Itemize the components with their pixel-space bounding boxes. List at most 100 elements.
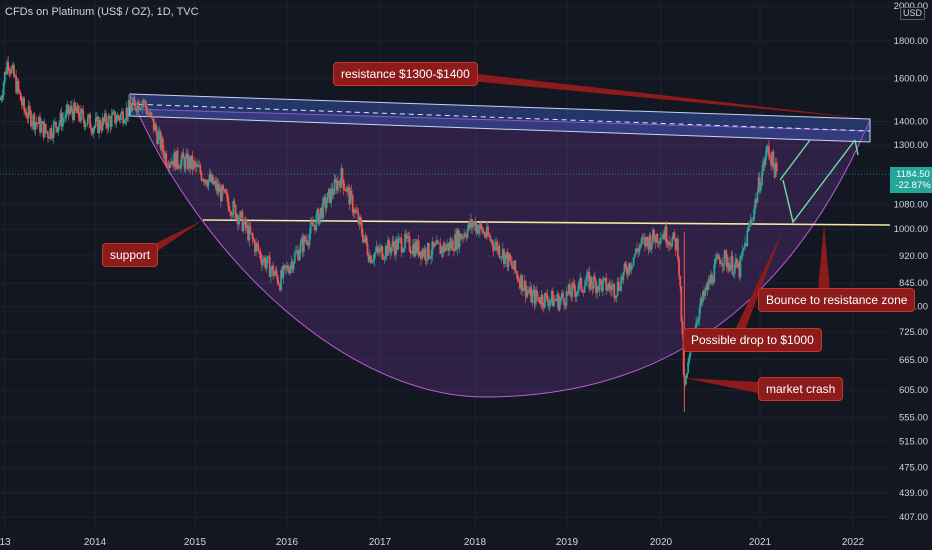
candle-body bbox=[547, 300, 550, 307]
candle-body bbox=[583, 285, 586, 293]
candle-body bbox=[73, 102, 76, 121]
candle-body bbox=[734, 258, 737, 265]
candle-body bbox=[511, 261, 513, 267]
candle-body bbox=[75, 109, 78, 114]
candle-body bbox=[131, 104, 134, 112]
candle-body bbox=[449, 242, 452, 249]
candle-body bbox=[290, 261, 293, 267]
candle-body bbox=[293, 253, 296, 264]
candle-body bbox=[60, 112, 63, 127]
candle-body bbox=[366, 243, 369, 255]
candle-body bbox=[412, 244, 414, 254]
candle-body bbox=[524, 280, 527, 297]
candle-body bbox=[329, 189, 331, 204]
time-axis[interactable]: 13 2014 2015 2016 2017 2018 2019 2020 2021 2022 bbox=[0, 537, 865, 548]
candle-body bbox=[725, 254, 728, 268]
candle-body bbox=[159, 131, 162, 149]
candle-body bbox=[177, 165, 180, 168]
candle-body bbox=[669, 241, 671, 245]
candle-body bbox=[69, 105, 72, 111]
candle-body bbox=[430, 255, 433, 259]
candle-body bbox=[603, 277, 605, 280]
candle-body bbox=[498, 246, 501, 258]
candle-body bbox=[543, 293, 546, 308]
candle-body bbox=[702, 291, 704, 303]
candle-body bbox=[657, 242, 660, 244]
candle-body bbox=[591, 285, 594, 289]
candle-body bbox=[318, 213, 321, 225]
candle-body bbox=[575, 292, 578, 297]
candle-body bbox=[126, 107, 129, 117]
x-tick-label: 13 bbox=[0, 537, 11, 548]
candle-body bbox=[501, 248, 504, 257]
candle-body bbox=[679, 275, 682, 287]
candle-body bbox=[348, 187, 351, 205]
candle-body bbox=[515, 271, 518, 274]
candle-body bbox=[242, 223, 245, 231]
candle-body bbox=[709, 274, 712, 284]
candle-body bbox=[760, 184, 762, 191]
candle-body bbox=[226, 193, 229, 203]
candle-body bbox=[546, 293, 549, 301]
candle-body bbox=[410, 253, 413, 254]
candle-body bbox=[97, 116, 99, 133]
candle-body bbox=[619, 289, 621, 291]
candle-body bbox=[573, 283, 576, 291]
candle-body bbox=[420, 251, 422, 259]
candle-body bbox=[741, 249, 744, 256]
candle-body bbox=[700, 298, 703, 303]
candle-body bbox=[480, 223, 483, 228]
candle-body bbox=[418, 251, 421, 256]
candle-body bbox=[374, 251, 377, 254]
y-tick-label: 845.00 bbox=[899, 278, 928, 289]
candle-body bbox=[50, 128, 53, 137]
candle-body bbox=[292, 263, 295, 270]
candle-body bbox=[687, 361, 690, 373]
candle-body bbox=[197, 164, 199, 167]
candle-body bbox=[243, 218, 246, 224]
candle-body bbox=[238, 219, 240, 225]
candle-body bbox=[464, 233, 467, 237]
candle-body bbox=[178, 167, 181, 169]
candle-body bbox=[130, 107, 132, 112]
candle-body bbox=[98, 120, 101, 133]
candle-body bbox=[650, 243, 653, 250]
candle-body bbox=[433, 244, 436, 247]
candle-body bbox=[271, 265, 273, 270]
candle-body bbox=[656, 233, 659, 243]
candle-body bbox=[347, 187, 350, 189]
candle-body bbox=[664, 226, 667, 240]
candle-body bbox=[289, 266, 292, 274]
candle-body bbox=[528, 291, 530, 294]
candle-body bbox=[207, 179, 210, 187]
candle-body bbox=[423, 248, 426, 256]
candle-body bbox=[17, 80, 20, 90]
candle-body bbox=[698, 308, 701, 320]
candle-body bbox=[723, 250, 726, 265]
candle-body bbox=[536, 290, 538, 297]
candle-body bbox=[188, 157, 190, 169]
candle-body bbox=[359, 217, 362, 224]
candle-body bbox=[201, 179, 204, 181]
candle-body bbox=[80, 108, 82, 122]
candle-body bbox=[522, 289, 525, 291]
candle-body bbox=[16, 80, 19, 93]
candle-body bbox=[703, 291, 705, 297]
candle-body bbox=[473, 221, 476, 224]
candle-body bbox=[210, 175, 213, 182]
candle-body bbox=[402, 248, 405, 252]
candle-body bbox=[568, 284, 571, 295]
x-tick-label: 2021 bbox=[749, 537, 772, 548]
candle-body bbox=[234, 205, 237, 219]
candle-body bbox=[478, 229, 480, 234]
candle-body bbox=[365, 235, 368, 244]
price-axis[interactable]: 2000.001800.001600.001400.001300.001200.… bbox=[890, 0, 932, 550]
candle-body bbox=[192, 161, 195, 169]
candle-body bbox=[122, 111, 124, 124]
currency-badge[interactable]: USD bbox=[900, 7, 926, 20]
candle-body bbox=[442, 243, 445, 253]
candle-body bbox=[294, 251, 297, 254]
candle-body bbox=[138, 102, 140, 110]
candle-body bbox=[209, 174, 212, 182]
